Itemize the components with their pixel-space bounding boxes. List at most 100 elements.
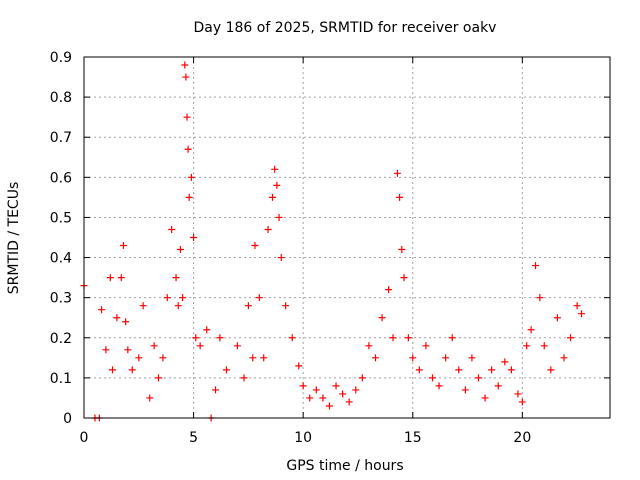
data-point [182,73,190,81]
y-tick-label: 0.9 [50,50,72,66]
data-point [488,366,496,374]
data-point [339,390,347,398]
data-point [468,354,476,362]
data-point [461,386,469,394]
data-point [567,334,575,342]
data-point [404,334,412,342]
data-point [196,342,204,350]
data-point [135,354,143,362]
data-point [409,354,417,362]
data-point [275,213,283,221]
x-tick-label: 10 [294,430,312,446]
data-point [352,386,360,394]
data-point [415,366,423,374]
data-point [385,286,393,294]
x-axis-label: GPS time / hours [286,458,403,474]
data-point [183,113,191,121]
data-point [312,386,320,394]
data-point [260,354,268,362]
data-point [251,242,259,250]
data-point [216,334,224,342]
chart-title: Day 186 of 2025, SRMTID for receiver oak… [194,20,497,36]
data-point [365,342,373,350]
data-point [400,274,408,282]
data-point [113,314,121,322]
data-point [212,386,219,394]
data-point [523,342,531,350]
data-point [540,342,548,350]
data-point [187,173,195,181]
data-point [98,306,106,314]
data-series [80,61,586,422]
data-point [560,354,568,362]
data-point [174,302,182,310]
data-point [295,362,303,370]
data-point [222,366,230,374]
data-point [233,342,241,350]
data-point [494,382,502,390]
data-point [244,302,252,310]
data-point [117,274,125,282]
data-point [332,382,340,390]
data-point [268,193,276,201]
data-point [371,354,379,362]
data-point [184,145,192,153]
data-point [514,390,522,398]
data-point [389,334,397,342]
data-point [273,181,281,189]
y-tick-label: 0 [63,411,72,427]
data-point [139,302,147,310]
y-tick-label: 0.5 [50,210,72,226]
data-point [124,346,132,354]
data-point [325,402,333,410]
data-point [547,366,555,374]
data-point [422,342,430,350]
y-tick-label: 0.3 [50,291,72,307]
data-point [119,242,127,250]
data-point [255,294,263,302]
data-point [475,374,482,382]
data-point [185,193,193,201]
data-point [172,274,180,282]
data-point [345,398,353,406]
data-point [299,382,307,390]
data-point [536,294,544,302]
data-point [428,374,436,382]
data-point [306,394,314,402]
data-point [455,366,463,374]
data-point [442,354,450,362]
data-point [146,394,154,402]
data-point [573,302,581,310]
data-point [288,334,296,342]
data-point [448,334,456,342]
y-tick-label: 0.6 [50,170,72,186]
y-axis-ticks: 0 0.1 0.2 0.3 0.4 0.5 0.6 0.7 0.8 0.9 [50,50,610,427]
y-tick-label: 0.4 [50,251,72,267]
data-point [159,354,167,362]
data-point [527,326,535,334]
x-tick-label: 20 [513,430,531,446]
data-point [179,294,187,302]
data-point [190,234,198,241]
data-point [398,246,406,254]
data-point [378,314,386,322]
x-tick-label: 15 [404,430,422,446]
x-tick-label: 0 [80,430,89,446]
data-point [481,394,489,402]
data-point [106,274,114,282]
data-point [122,318,130,326]
data-point [240,374,248,382]
data-point [393,169,401,177]
y-tick-label: 0.7 [50,130,72,146]
data-point [155,374,163,382]
data-point [553,314,561,322]
data-point [150,342,158,350]
data-point [176,246,184,254]
data-point [264,225,272,233]
data-point [358,374,366,382]
data-point [507,366,515,374]
data-point [277,254,285,262]
data-point [249,354,257,362]
